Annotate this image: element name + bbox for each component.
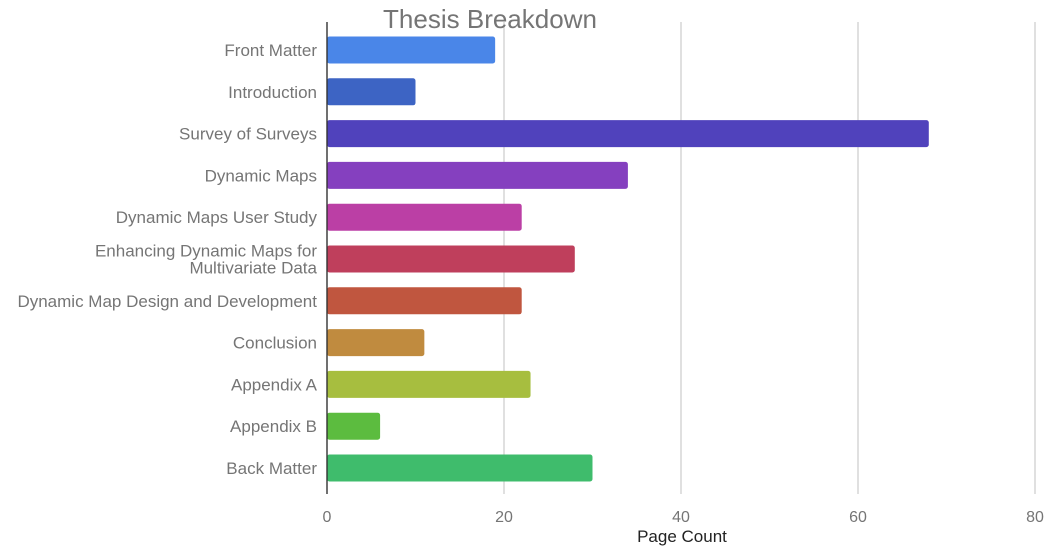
x-tick-label: 60 xyxy=(849,509,867,526)
chart-title: Thesis Breakdown xyxy=(383,4,597,34)
x-tick-labels: 0 20 40 60 80 xyxy=(323,509,1044,526)
x-tick-label: 80 xyxy=(1026,509,1044,526)
category-label: Front Matter xyxy=(224,41,317,60)
x-tick-label: 20 xyxy=(495,509,513,526)
gridlines xyxy=(503,22,1036,494)
category-label: Back Matter xyxy=(226,459,317,478)
category-labels: Front Matter Introduction Survey of Survey… xyxy=(17,41,317,478)
category-label: Dynamic Map Design and Development xyxy=(17,292,317,311)
bar xyxy=(327,245,575,273)
bar xyxy=(327,120,929,148)
bar xyxy=(327,78,416,106)
category-label: Conclusion xyxy=(233,334,317,353)
bar xyxy=(327,412,381,440)
x-axis-title: Page Count xyxy=(637,527,727,546)
bars xyxy=(327,36,929,482)
category-label: Enhancing Dynamic Maps for Multivariate D… xyxy=(95,242,318,278)
category-label: Introduction xyxy=(228,83,317,102)
category-label: Appendix A xyxy=(231,375,318,394)
bar xyxy=(327,329,425,357)
x-tick-label: 40 xyxy=(672,509,690,526)
category-label: Dynamic Maps User Study xyxy=(116,208,318,227)
category-label: Appendix B xyxy=(230,417,317,436)
category-label: Survey of Surveys xyxy=(179,125,317,144)
x-tick-label: 0 xyxy=(323,509,332,526)
bar xyxy=(327,36,496,64)
bar xyxy=(327,287,522,315)
bar xyxy=(327,454,593,482)
bar xyxy=(327,203,522,231)
category-label: Dynamic Maps xyxy=(205,166,317,185)
bar xyxy=(327,370,531,398)
bar xyxy=(327,161,628,189)
